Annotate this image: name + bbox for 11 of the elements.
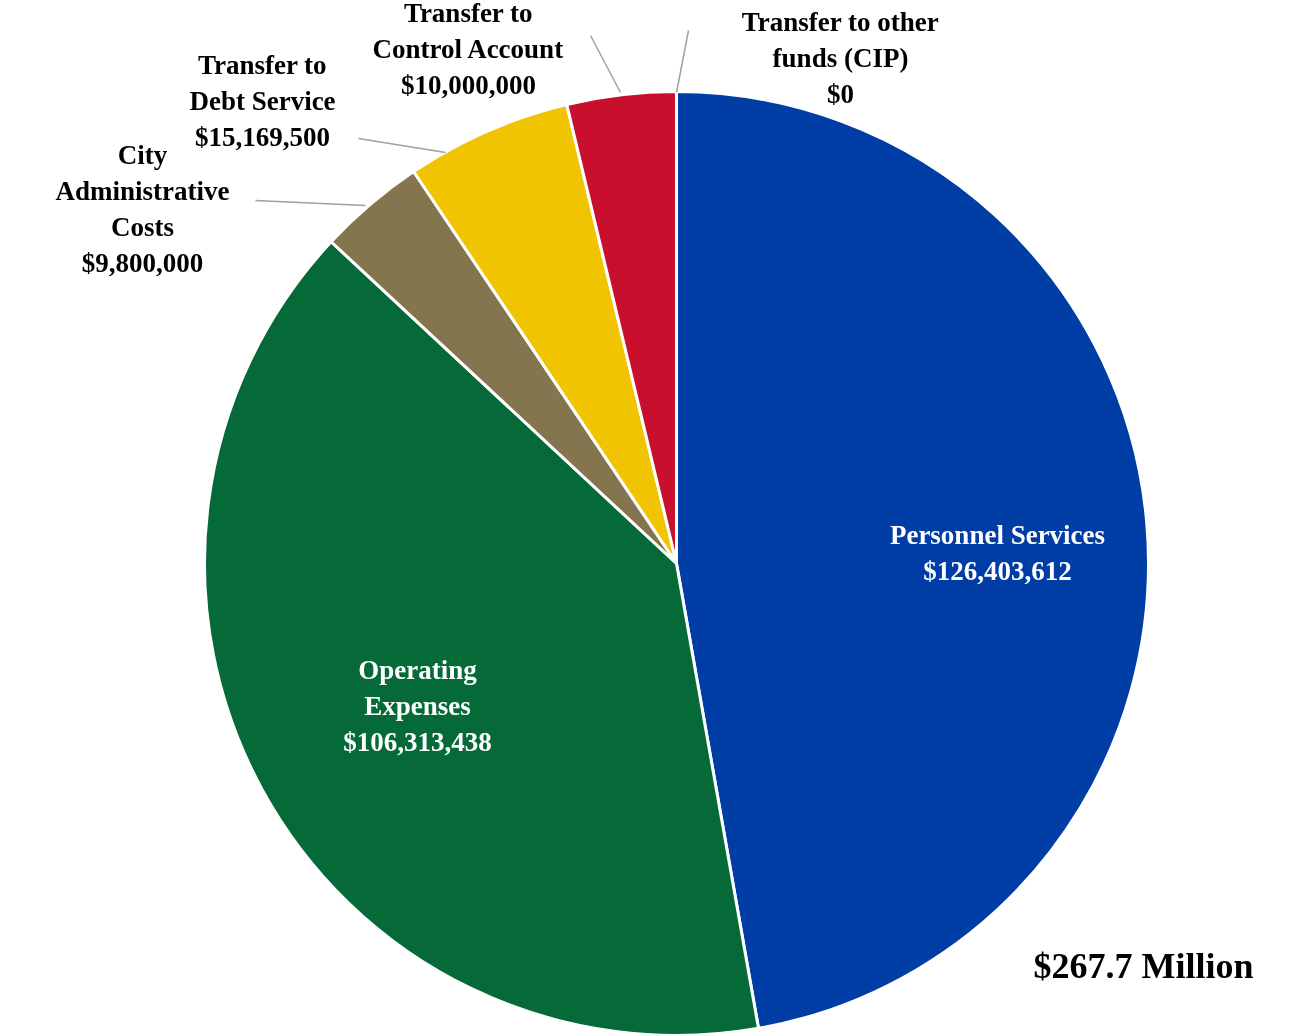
data-label: $106,313,438 xyxy=(343,726,492,757)
slice-label: Transfer to Control Account xyxy=(372,0,564,64)
category-label: Transfer to other funds (CIP) xyxy=(741,6,939,73)
data-label: $9,800,000 xyxy=(81,247,204,278)
text: $267.7 Million xyxy=(1033,945,1254,986)
data-label: $10,000,000 xyxy=(401,69,536,100)
slice-label: Operating Expenses xyxy=(358,654,478,721)
text: $0 xyxy=(827,78,854,109)
slice-label: Personnel Services xyxy=(889,519,1106,550)
data-label: $126,403,612 xyxy=(923,555,1072,586)
slice-label: Transfer to Debt Service xyxy=(189,49,336,116)
